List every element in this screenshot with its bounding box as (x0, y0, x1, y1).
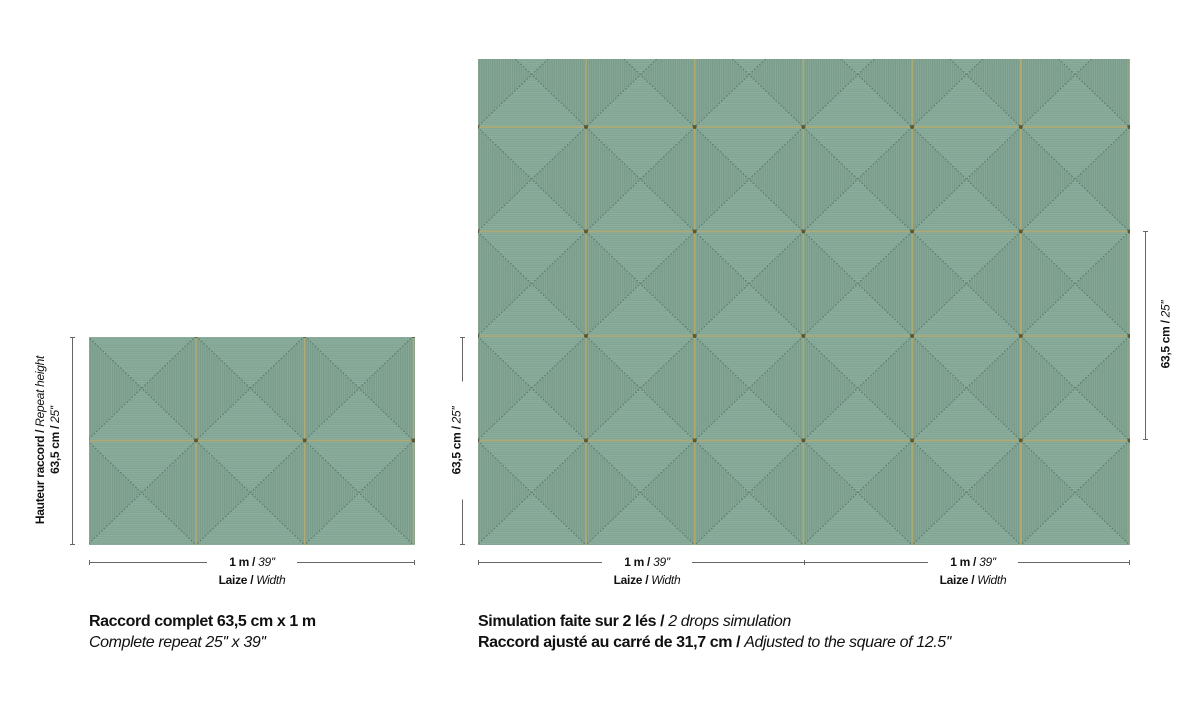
dim-tick (1143, 231, 1148, 232)
height-in: 25'' (48, 406, 62, 423)
pattern-tile (1018, 438, 1130, 545)
pattern-tile (478, 229, 587, 337)
small-caption-fr: Raccord complet 63,5 cm x 1 m (89, 613, 316, 630)
complete-repeat-panel (89, 337, 415, 545)
pattern-tile (692, 334, 804, 441)
dim-tick (460, 544, 465, 545)
pattern-tile (910, 125, 1022, 232)
left-height-label: 63,5 cm / 25'' (449, 381, 465, 500)
pattern-tile (478, 438, 587, 545)
pattern-tile (194, 337, 306, 441)
width-label: 1 m / 39'' Laize / Width (207, 553, 297, 589)
small-caption-en: Complete repeat 25'' x 39'' (89, 634, 266, 651)
pattern-tile (584, 229, 696, 337)
pattern-tile (692, 229, 804, 337)
drop1-width-label: 1 m / 39'' Laize / Width (602, 553, 692, 589)
pattern-tile (1019, 59, 1130, 128)
pattern-tile (910, 229, 1022, 337)
pattern-tile (801, 334, 913, 441)
pattern-tile (411, 438, 415, 545)
pattern-tile (584, 334, 696, 441)
dim-tick (89, 560, 90, 565)
pattern-tile (692, 125, 804, 232)
large-caption-line1: Simulation faite sur 2 lés / 2 drops sim… (478, 613, 791, 630)
pattern-tile (910, 334, 1022, 441)
pattern-tile (801, 125, 913, 232)
pattern-tile (801, 229, 913, 337)
right-height-label: 63,5 cm / 25'' (1158, 275, 1174, 394)
pattern-tile (910, 438, 1022, 545)
dim-tick (478, 560, 479, 565)
pattern-tile (911, 59, 1022, 128)
pattern-tile (692, 438, 804, 545)
pattern-tile (478, 59, 587, 128)
pattern-tile (194, 438, 306, 545)
pattern-tile (1018, 334, 1130, 441)
pattern-tile (584, 438, 696, 545)
dim-tick (460, 337, 465, 338)
right-height-dimension-line (1145, 231, 1146, 440)
dim-tick (414, 560, 415, 565)
pattern-tile (89, 439, 197, 545)
pattern-tile (1127, 438, 1130, 545)
repeat-height-dimension-line (72, 337, 73, 545)
dim-tick (1129, 560, 1130, 565)
large-caption-line2: Raccord ajusté au carré de 31,7 cm / Adj… (478, 634, 952, 651)
pattern-tile (801, 438, 913, 545)
dim-tick (70, 544, 75, 545)
pattern-tile (478, 125, 587, 232)
pattern-tile (1018, 229, 1130, 337)
pattern-tile (693, 59, 804, 128)
pattern-tile (302, 337, 414, 441)
drop2-width-label: 1 m / 39'' Laize / Width (928, 553, 1018, 589)
dim-tick (70, 337, 75, 338)
pattern-tile (1018, 125, 1130, 232)
label-en: Repeat height (33, 355, 47, 427)
pattern-tile (585, 59, 696, 128)
pattern-tile (584, 125, 696, 232)
repeat-height-label: Hauteur raccord / Repeat height 63,5 cm … (33, 336, 63, 544)
dim-tick (804, 560, 805, 565)
pattern-tile (1127, 125, 1130, 232)
label-fr: Hauteur raccord (33, 435, 47, 525)
two-drops-simulation-panel (478, 59, 1130, 545)
pattern-tile (1127, 229, 1130, 337)
pattern-tile (802, 59, 913, 128)
dim-tick (1143, 439, 1148, 440)
height-cm: 63,5 cm (48, 431, 62, 474)
pattern-tile (1127, 334, 1130, 441)
pattern-tile (302, 438, 414, 545)
pattern-tile (478, 334, 587, 441)
pattern-tile (89, 337, 197, 441)
